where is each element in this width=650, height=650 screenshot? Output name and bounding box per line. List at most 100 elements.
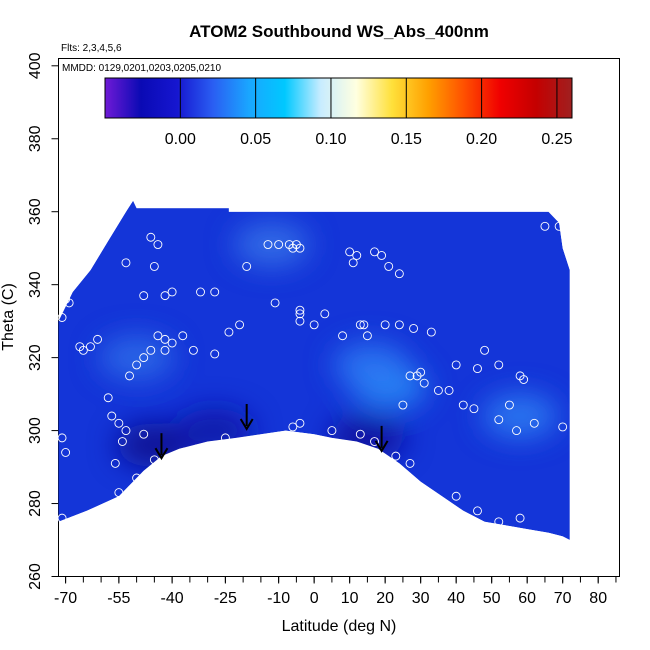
- sample-point: [188, 345, 198, 355]
- colorbar-tick-label: 0.00: [165, 131, 196, 148]
- sample-point: [61, 448, 71, 457]
- sample-point: [409, 323, 419, 333]
- sample-point: [114, 418, 124, 428]
- y-tick-label: 400: [27, 52, 44, 79]
- sample-point: [519, 375, 529, 384]
- colorbar: 0.00 0.05 0.10 0.15 0.20 0.25: [104, 77, 573, 148]
- sample-point: [121, 258, 131, 268]
- sample-point: [355, 320, 365, 330]
- sample-point: [494, 360, 504, 370]
- sample-point: [153, 331, 163, 341]
- sample-point: [86, 342, 95, 352]
- y-tick-label: 300: [27, 417, 44, 444]
- sample-point: [355, 429, 365, 439]
- sample-point: [494, 517, 504, 527]
- sample-point: [274, 240, 284, 249]
- x-tick-label: 80: [589, 590, 607, 607]
- sample-point: [121, 426, 131, 436]
- chart-title: ATOM2 Southbound WS_Abs_400nm: [189, 22, 489, 41]
- sample-point: [295, 305, 305, 315]
- sample-point: [412, 371, 422, 381]
- y-tick-label: 320: [27, 344, 44, 371]
- sample-point: [224, 327, 234, 337]
- sample-point: [345, 247, 355, 257]
- field-feature: [176, 408, 253, 453]
- field-feature: [482, 393, 559, 438]
- x-tick-label: -70: [54, 590, 77, 607]
- field-feature: [332, 342, 409, 387]
- sample-point: [139, 353, 149, 363]
- sample-point: [192, 444, 202, 454]
- colorbar-tick-label: 0.10: [315, 131, 346, 148]
- colorbar-ticks: 0.00 0.05 0.10 0.15 0.20 0.25: [165, 78, 573, 148]
- sample-point: [78, 345, 88, 355]
- sample-point: [178, 331, 188, 341]
- colorbar-tick-label: 0.20: [466, 131, 497, 148]
- sample-point: [146, 232, 156, 242]
- dates-note: MMDD: 0129,0201,0203,0205,0210: [62, 63, 221, 74]
- sample-point: [220, 433, 230, 443]
- sample-point: [444, 386, 454, 395]
- sample-point: [57, 433, 67, 443]
- sample-point: [320, 309, 330, 319]
- sample-point: [370, 437, 379, 446]
- sample-point: [149, 261, 159, 271]
- sample-point: [295, 316, 305, 326]
- sample-point: [426, 327, 436, 337]
- arrow-head: [374, 440, 389, 453]
- sample-point: [117, 437, 127, 446]
- sample-point: [352, 251, 362, 260]
- sample-point: [309, 320, 319, 330]
- sample-point: [338, 331, 348, 341]
- sample-point: [380, 320, 390, 330]
- sample-point: [210, 287, 220, 297]
- sample-point: [171, 455, 181, 465]
- colorbar-tick-label: 0.25: [541, 131, 572, 148]
- sample-point: [242, 261, 252, 271]
- sample-point: [540, 221, 550, 231]
- x-tick-label: 70: [554, 590, 572, 607]
- sample-point: [270, 298, 280, 308]
- sample-point: [57, 513, 67, 523]
- sample-point: [394, 269, 404, 279]
- sample-point: [558, 422, 568, 432]
- sample-point: [149, 455, 159, 465]
- sample-point: [433, 386, 443, 395]
- x-tick-label: -55: [107, 590, 130, 607]
- sample-point: [295, 243, 305, 253]
- y-tick-label: 360: [27, 198, 44, 225]
- sample-point: [167, 338, 177, 348]
- sample-point: [405, 371, 415, 381]
- y-tick-label: 340: [27, 271, 44, 298]
- sample-point: [132, 360, 142, 370]
- flights-note: Flts: 2,3,4,5,6: [61, 43, 122, 54]
- sample-point: [362, 331, 372, 341]
- sample-point: [125, 371, 134, 381]
- sample-points: [57, 221, 568, 527]
- sample-point: [114, 488, 124, 498]
- heatmap-field: [58, 200, 570, 541]
- sample-point: [160, 291, 170, 301]
- sample-point: [512, 426, 521, 436]
- arrow: [154, 433, 169, 461]
- y-tick-label: 280: [27, 490, 44, 517]
- x-tick-label: 60: [518, 590, 536, 607]
- sample-point: [295, 418, 305, 428]
- sample-point: [288, 422, 298, 432]
- sample-point: [458, 400, 468, 410]
- sample-point: [57, 313, 67, 322]
- sample-point: [121, 491, 131, 501]
- field-base: [58, 200, 570, 541]
- sample-point: [370, 247, 379, 257]
- sample-point: [405, 458, 415, 468]
- sample-point: [377, 251, 387, 260]
- sample-point: [263, 240, 273, 249]
- x-tick-label: 50: [483, 590, 501, 607]
- sample-point: [110, 458, 120, 468]
- y-axis-label: Theta (C): [0, 283, 17, 351]
- sample-point: [348, 258, 358, 268]
- sample-point: [451, 360, 461, 370]
- flight-arrows: [154, 403, 389, 461]
- y-tick-label: 380: [27, 125, 44, 152]
